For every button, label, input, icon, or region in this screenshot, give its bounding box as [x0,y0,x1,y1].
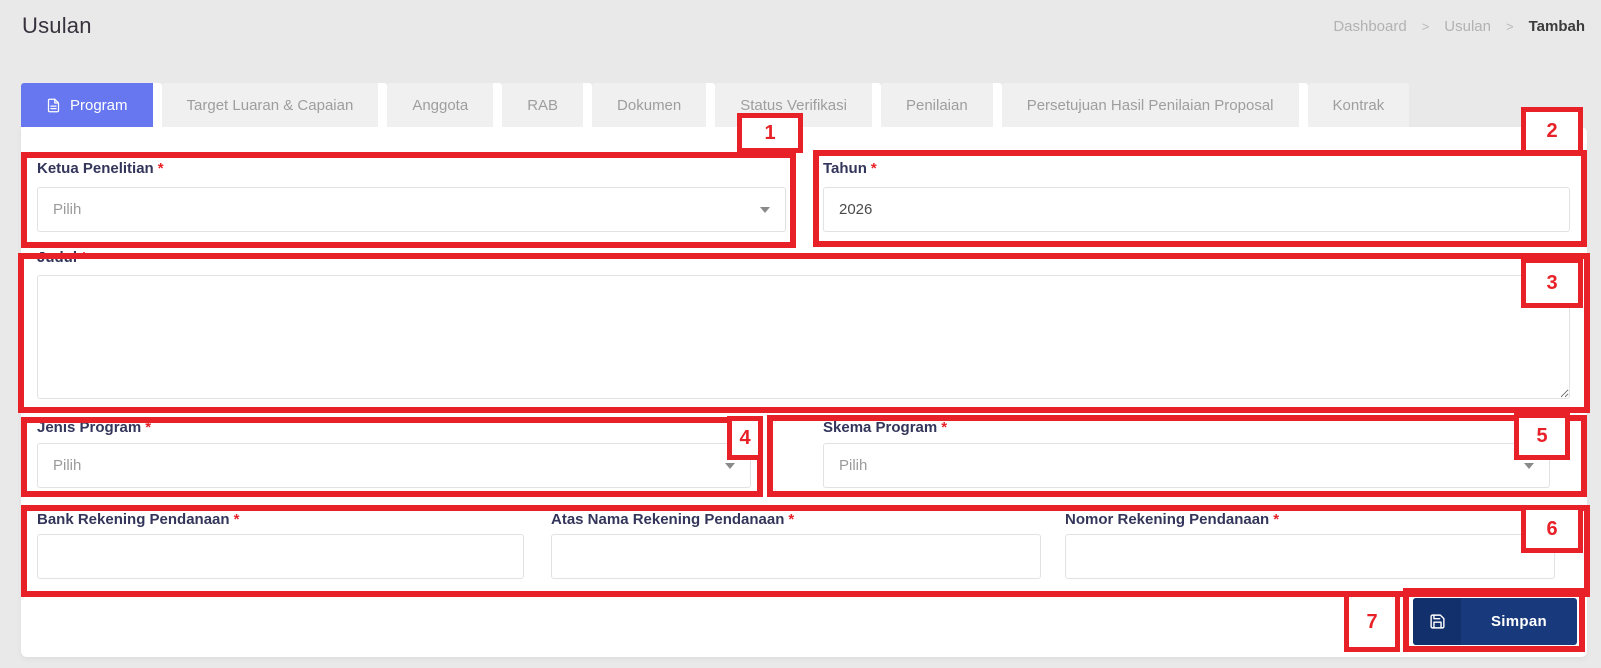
breadcrumb-usulan[interactable]: Usulan [1444,18,1491,35]
required-asterisk: * [1273,511,1280,528]
ketua-penelitian-label: Ketua Penelitian * [37,160,164,177]
chevron-down-icon [1524,462,1534,469]
jenis-program-label: Jenis Program * [37,419,152,436]
tab-rab[interactable]: RAB [502,83,593,127]
atas-nama-rekening-label: Atas Nama Rekening Pendanaan * [551,511,795,528]
chevron-right-icon: > [1506,19,1514,34]
bank-rekening-input[interactable] [37,534,524,579]
required-asterisk: * [941,419,948,436]
select-placeholder: Pilih [53,201,82,218]
page-title: Usulan [22,13,92,38]
breadcrumb-dashboard[interactable]: Dashboard [1333,18,1407,35]
file-text-icon [46,98,61,113]
tab-bar: Program Target Luaran & Capaian Anggota … [21,83,1410,127]
tab-label: Program [70,96,128,114]
tab-program[interactable]: Program [21,83,162,127]
tahun-input[interactable] [823,187,1570,232]
select-placeholder: Pilih [839,457,868,474]
tab-dokumen[interactable]: Dokumen [592,83,716,127]
skema-program-label: Skema Program * [823,419,948,436]
tahun-label: Tahun * [823,160,877,177]
ketua-penelitian-select[interactable]: Pilih [37,187,786,232]
tab-status-verifikasi[interactable]: Status Verifikasi [715,83,881,127]
tab-target-luaran-capaian[interactable]: Target Luaran & Capaian [161,83,388,127]
chevron-down-icon [760,206,770,213]
save-button-label: Simpan [1491,613,1547,630]
required-asterisk: * [233,511,240,528]
nomor-rekening-label: Nomor Rekening Pendanaan * [1065,511,1280,528]
breadcrumb-tambah: Tambah [1528,18,1585,35]
tab-persetujuan-hasil-penilaian-proposal[interactable]: Persetujuan Hasil Penilaian Proposal [1001,83,1308,127]
atas-nama-rekening-input[interactable] [551,534,1041,579]
nomor-rekening-input[interactable] [1065,534,1555,579]
judul-label: Judul * [37,249,87,266]
judul-textarea[interactable] [37,275,1570,399]
tab-penilaian[interactable]: Penilaian [880,83,1002,127]
floppy-disk-icon [1413,598,1461,645]
chevron-right-icon: > [1421,19,1430,34]
required-asterisk: * [145,419,152,436]
skema-program-select[interactable]: Pilih [823,443,1550,488]
select-placeholder: Pilih [53,457,82,474]
jenis-program-select[interactable]: Pilih [37,443,751,488]
tab-kontrak[interactable]: Kontrak [1307,83,1410,127]
save-button[interactable]: Simpan [1413,598,1577,645]
breadcrumb: Dashboard > Usulan > Tambah [1333,18,1585,35]
required-asterisk: * [870,160,877,177]
chevron-down-icon [725,462,735,469]
required-asterisk: * [788,511,795,528]
tab-anggota[interactable]: Anggota [387,83,503,127]
required-asterisk: * [81,249,87,266]
bank-rekening-label: Bank Rekening Pendanaan * [37,511,240,528]
content-card: Ketua Penelitian* Pilih Tahun* Judul* Je… [21,127,1587,657]
required-asterisk: * [157,160,164,177]
